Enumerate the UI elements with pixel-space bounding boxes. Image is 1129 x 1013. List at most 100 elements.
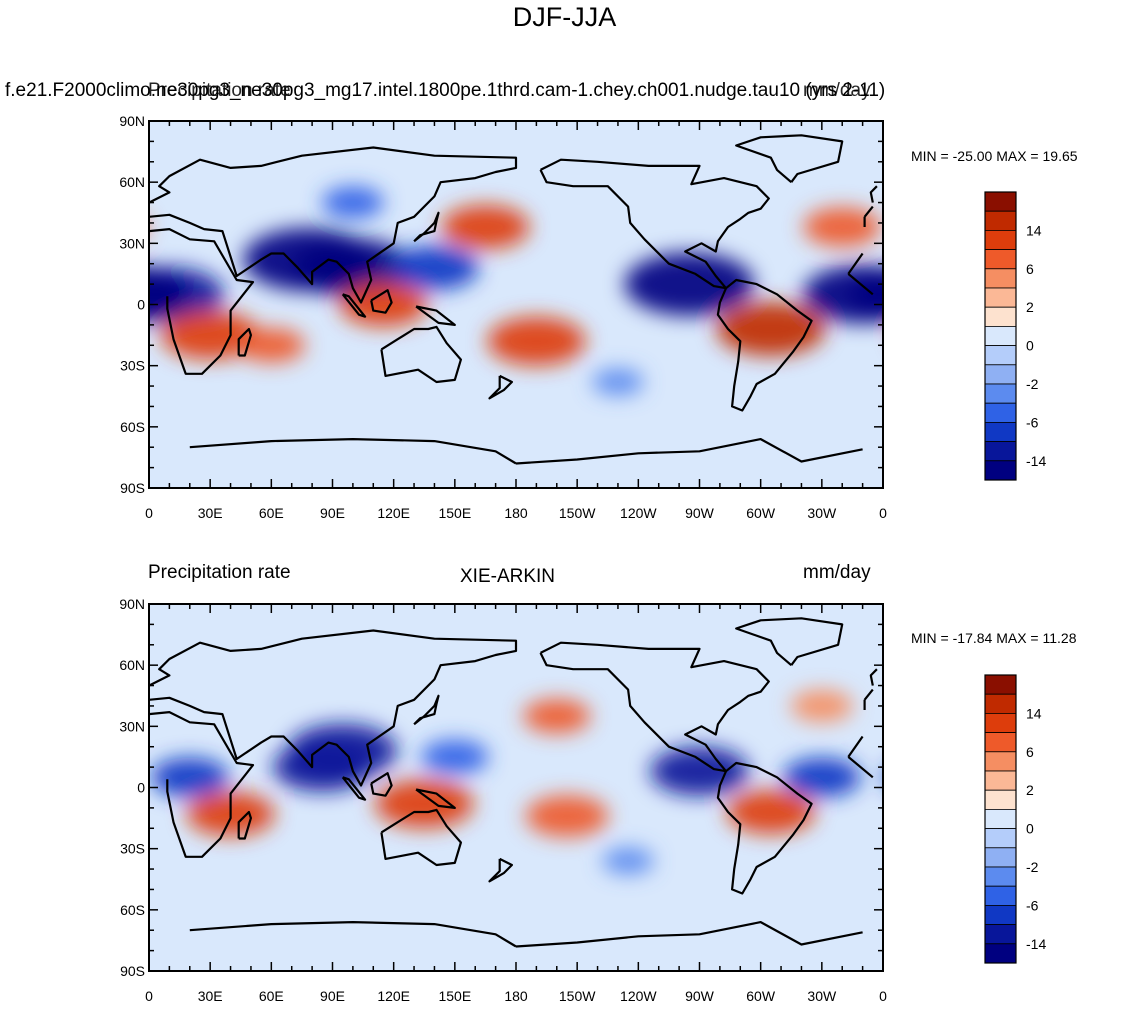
panel2-right-title: mm/day: [803, 562, 871, 583]
panel1-anomaly-6: [1124, 246, 1129, 290]
panel1-coastline-3: [716, 278, 813, 412]
panel2-lon-label: 90E: [320, 988, 345, 1004]
panel1-coastline-9: [370, 289, 393, 314]
panel1-map: [0, 121, 1129, 488]
panel2-anomaly-10: [57, 690, 119, 722]
panel1-colorbar-frame: [984, 191, 1017, 481]
panel1-lon-label: 90W: [685, 505, 715, 521]
panel2-coastline-4: [380, 808, 462, 867]
panel1-colorbar-label: 2: [1026, 299, 1034, 315]
panel2-colorbar-label: 0: [1026, 821, 1034, 837]
panel1-coastline-7: [237, 327, 252, 357]
panel1-colorbar-box: [984, 287, 1017, 308]
panel2-anomaly-4: [1109, 779, 1129, 828]
panel2-lon-label: 120E: [377, 988, 410, 1004]
panel1-coastline-11: [415, 305, 456, 326]
panel1-colorbar: 14 6 2 0 -2 -6 -14: [984, 191, 1046, 481]
panel1-colorbar-label: 14: [1026, 222, 1042, 238]
panel1-right-title: mm/day: [803, 80, 871, 101]
panel2-anomaly-9: [49, 758, 127, 797]
panel2-lon-label: 0: [145, 988, 153, 1004]
panel2-anomaly-11: [421, 739, 489, 775]
panel1-left-title: f.e21.F2000climo.ne30pg3_ne30pg3_mg17.in…: [5, 80, 886, 101]
panel2-anomaly-10: [790, 689, 853, 722]
panel2-lat-label: 60S: [120, 902, 145, 918]
panel2-anomaly-7: [0, 747, 15, 796]
panel1-anomaly-13: [592, 368, 644, 396]
panel2-anomaly-8: [726, 789, 815, 834]
panel2-coastline-13: [488, 857, 513, 883]
panel2-colorbar-label: 14: [1026, 705, 1042, 721]
panel1-coastline-13: [488, 374, 513, 400]
panel2-anomaly-6: [525, 795, 609, 837]
panel2-anomaly-0: [150, 757, 229, 797]
panel2-lon-label: 150W: [559, 988, 596, 1004]
panel2-lat-label: 30N: [119, 718, 145, 734]
panel2-colorbar-box: [984, 943, 1017, 964]
panel1-colorbar-label: -14: [1026, 453, 1046, 469]
panel2-lat-label: 90S: [120, 963, 145, 979]
panel2-colorbar-box: [984, 905, 1017, 926]
panel2-anomaly-2: [1022, 724, 1129, 778]
panel2-colorbar-label: -6: [1026, 897, 1039, 913]
panel2-colorbar-box: [984, 674, 1017, 695]
panel1-anomaly-11: [803, 265, 883, 324]
panel1-lat-label: 30S: [120, 358, 145, 374]
panel2-lon-label: 150E: [438, 988, 471, 1004]
panel1-anomaly-9: [0, 302, 91, 356]
panel1-coastline-10: [341, 293, 367, 318]
panel2-anomaly-0: [885, 758, 963, 797]
panel1-colorbar-label: -2: [1026, 376, 1039, 392]
panel1-lat-label: 60S: [120, 419, 145, 435]
panel1-coastline-1: [149, 146, 874, 304]
panel2-colorbar-frame: [984, 674, 1017, 964]
panel2-colorbar-label: 2: [1026, 782, 1034, 798]
panel2-colorbar-box: [984, 828, 1017, 849]
panel1-minmax: MIN = -25.00 MAX = 19.65: [911, 148, 1078, 164]
panel1-anomaly-14: [1056, 187, 1118, 219]
panel1-lon-label: 90E: [320, 505, 345, 521]
panel1-lon-label: 120E: [377, 505, 410, 521]
panel2-anomaly-8: [0, 790, 81, 834]
panel2-coastline-2: [539, 641, 770, 773]
panel2-coastline-9: [370, 772, 393, 797]
panel1-anomaly-8: [624, 252, 755, 316]
panel2-coastline-10: [341, 776, 367, 801]
panel2-field: [0, 604, 1129, 971]
panel2-anomaly-12: [602, 847, 654, 875]
panel1-anomaly-11: [149, 266, 189, 322]
panel1-colorbar-box: [984, 441, 1017, 462]
panel2-lon-label: 120W: [620, 988, 657, 1004]
panel1-colorbar-box: [984, 345, 1017, 366]
panel2-anomaly-5: [523, 698, 591, 734]
panel1-anomaly-8: [0, 253, 20, 316]
panel2-colorbar-box: [984, 866, 1017, 887]
panel2-minmax: MIN = -17.84 MAX = 11.28: [911, 630, 1077, 646]
panel1-colorbar-box: [984, 364, 1017, 385]
panel2-colorbar-box: [984, 885, 1017, 906]
panel2-field-background: [149, 604, 883, 971]
panel1-lon-label: 150E: [438, 505, 471, 521]
panel1-coastline-6: [189, 438, 863, 465]
panel1-anomaly-7: [487, 316, 586, 366]
panel1-lat-label: 90S: [120, 480, 145, 496]
panel1-colorbar-label: 6: [1026, 261, 1034, 277]
panel2-coastline-12: [869, 668, 878, 686]
panel2-lon-label: 60W: [746, 988, 776, 1004]
panel1-lon-label: 30E: [198, 505, 223, 521]
panel2-anomaly-3: [1007, 743, 1105, 792]
panel2-lon-label: 30E: [198, 988, 223, 1004]
main-title: DJF-JJA: [512, 2, 617, 32]
panel1-colorbar-box: [984, 383, 1017, 404]
panel1-anomaly-3: [293, 238, 413, 297]
panel1-anomaly-6: [390, 245, 479, 290]
panel1-anomaly-1: [160, 310, 260, 360]
panel2-map: [0, 604, 1129, 971]
panel1-lon-label: 60E: [259, 505, 284, 521]
panel2-lon-label: 180: [504, 988, 528, 1004]
panel1-coastline-8: [413, 211, 440, 243]
panel1-center-title: Precipitation rate: [148, 80, 291, 101]
